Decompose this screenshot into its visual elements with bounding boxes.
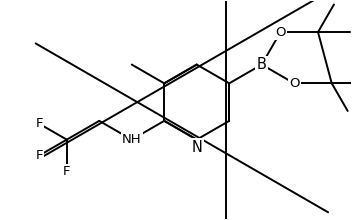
Text: O: O xyxy=(275,26,286,38)
Text: N: N xyxy=(191,140,202,155)
Text: F: F xyxy=(35,117,43,130)
Text: F: F xyxy=(63,165,71,178)
Text: O: O xyxy=(289,77,299,90)
Text: NH: NH xyxy=(122,133,142,146)
Text: F: F xyxy=(35,149,43,162)
Text: B: B xyxy=(257,57,267,72)
